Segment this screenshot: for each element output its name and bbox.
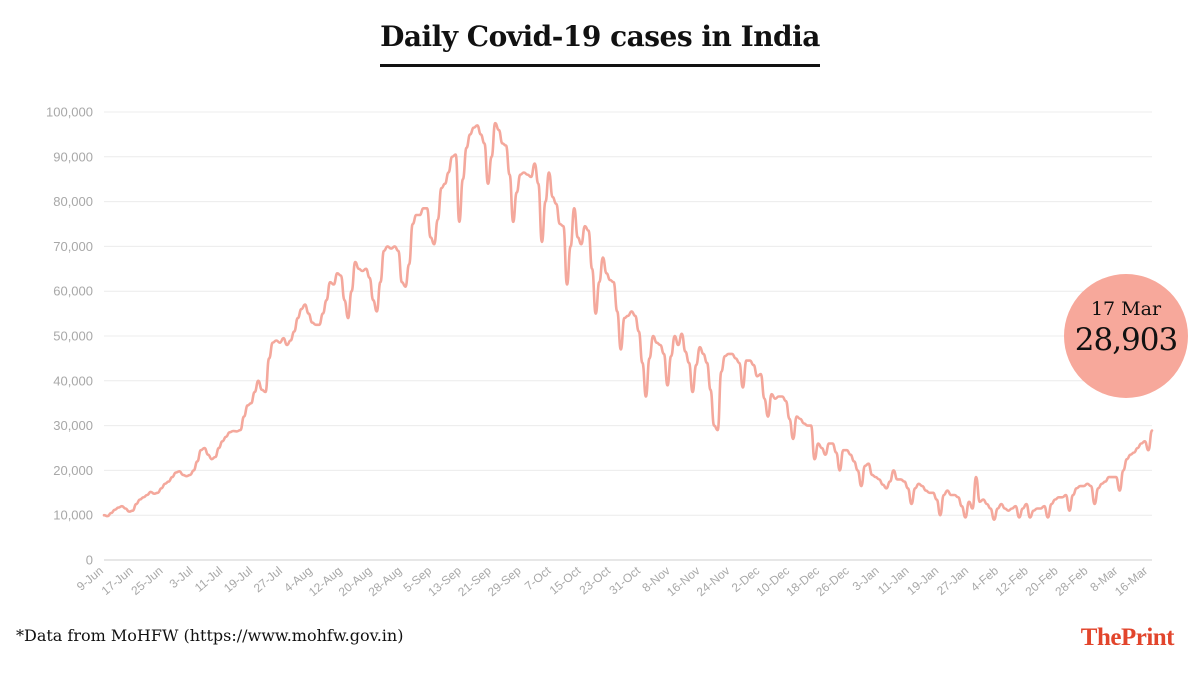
x-tick-label: 28-Aug <box>366 564 405 600</box>
y-axis-tick-labels: 0 10,000 20,000 30,000 40,000 50,000 60,000 70,… <box>46 105 93 568</box>
x-tick-label: 16-Mar <box>1112 564 1150 599</box>
x-tick-label: 18-Dec <box>783 564 822 600</box>
chart-gridlines <box>104 111 1152 561</box>
x-tick-label: 24-Nov <box>694 564 733 600</box>
y-tick-label: 30,000 <box>53 418 93 433</box>
x-tick-label: 27-Jul <box>251 564 285 596</box>
y-tick-label: 90,000 <box>53 149 93 164</box>
callout-date: 17 Mar <box>1090 298 1162 320</box>
x-tick-label: 19-Jan <box>904 564 941 598</box>
logo-the: The <box>1080 624 1122 651</box>
series-line-daily-cases <box>102 121 1154 521</box>
x-tick-label: 19-Jul <box>221 564 255 596</box>
page-title: Daily Covid-19 cases in India <box>380 20 820 53</box>
x-tick-label: 17-Jun <box>99 564 136 598</box>
x-tick-label: 3-Jul <box>167 564 196 591</box>
y-tick-label: 100,000 <box>46 105 93 120</box>
x-tick-label: 27-Jan <box>934 564 971 598</box>
source-note: *Data from MoHFW (https://www.mohfw.gov.… <box>16 626 404 645</box>
y-tick-label: 10,000 <box>53 508 93 523</box>
x-tick-label: 12-Feb <box>993 563 1031 598</box>
x-tick-label: 15-Oct <box>547 563 584 597</box>
y-tick-label: 50,000 <box>53 329 93 344</box>
y-tick-label: 70,000 <box>53 239 93 254</box>
theprint-logo: ThePrint <box>1080 624 1175 652</box>
x-tick-label: 20-Aug <box>336 564 375 600</box>
logo-print: Print <box>1120 624 1175 651</box>
x-tick-label: 10-Dec <box>754 564 793 600</box>
x-tick-label: 23-Oct <box>577 563 614 597</box>
x-tick-label: 25-Jun <box>128 564 165 598</box>
y-tick-label: 20,000 <box>53 463 93 478</box>
x-tick-label: 11-Jan <box>875 564 911 598</box>
y-tick-label: 0 <box>86 553 93 568</box>
latest-value-callout: 17 Mar 28,903 <box>1064 274 1188 398</box>
x-tick-label: 11-Jul <box>192 564 225 595</box>
x-tick-label: 12-Aug <box>306 564 345 600</box>
x-tick-label: 16-Nov <box>664 564 703 600</box>
x-tick-label: 26-Dec <box>813 564 852 600</box>
x-tick-label: 29-Sep <box>485 563 524 599</box>
x-tick-label: 20-Feb <box>1023 563 1061 598</box>
y-tick-label: 80,000 <box>53 194 93 209</box>
title-underline <box>380 64 820 67</box>
x-tick-label: 28-Feb <box>1052 563 1090 598</box>
x-tick-label: 31-Oct <box>606 563 643 597</box>
y-tick-label: 60,000 <box>53 284 93 299</box>
y-tick-label: 40,000 <box>53 373 93 388</box>
callout-value: 28,903 <box>1074 322 1178 358</box>
